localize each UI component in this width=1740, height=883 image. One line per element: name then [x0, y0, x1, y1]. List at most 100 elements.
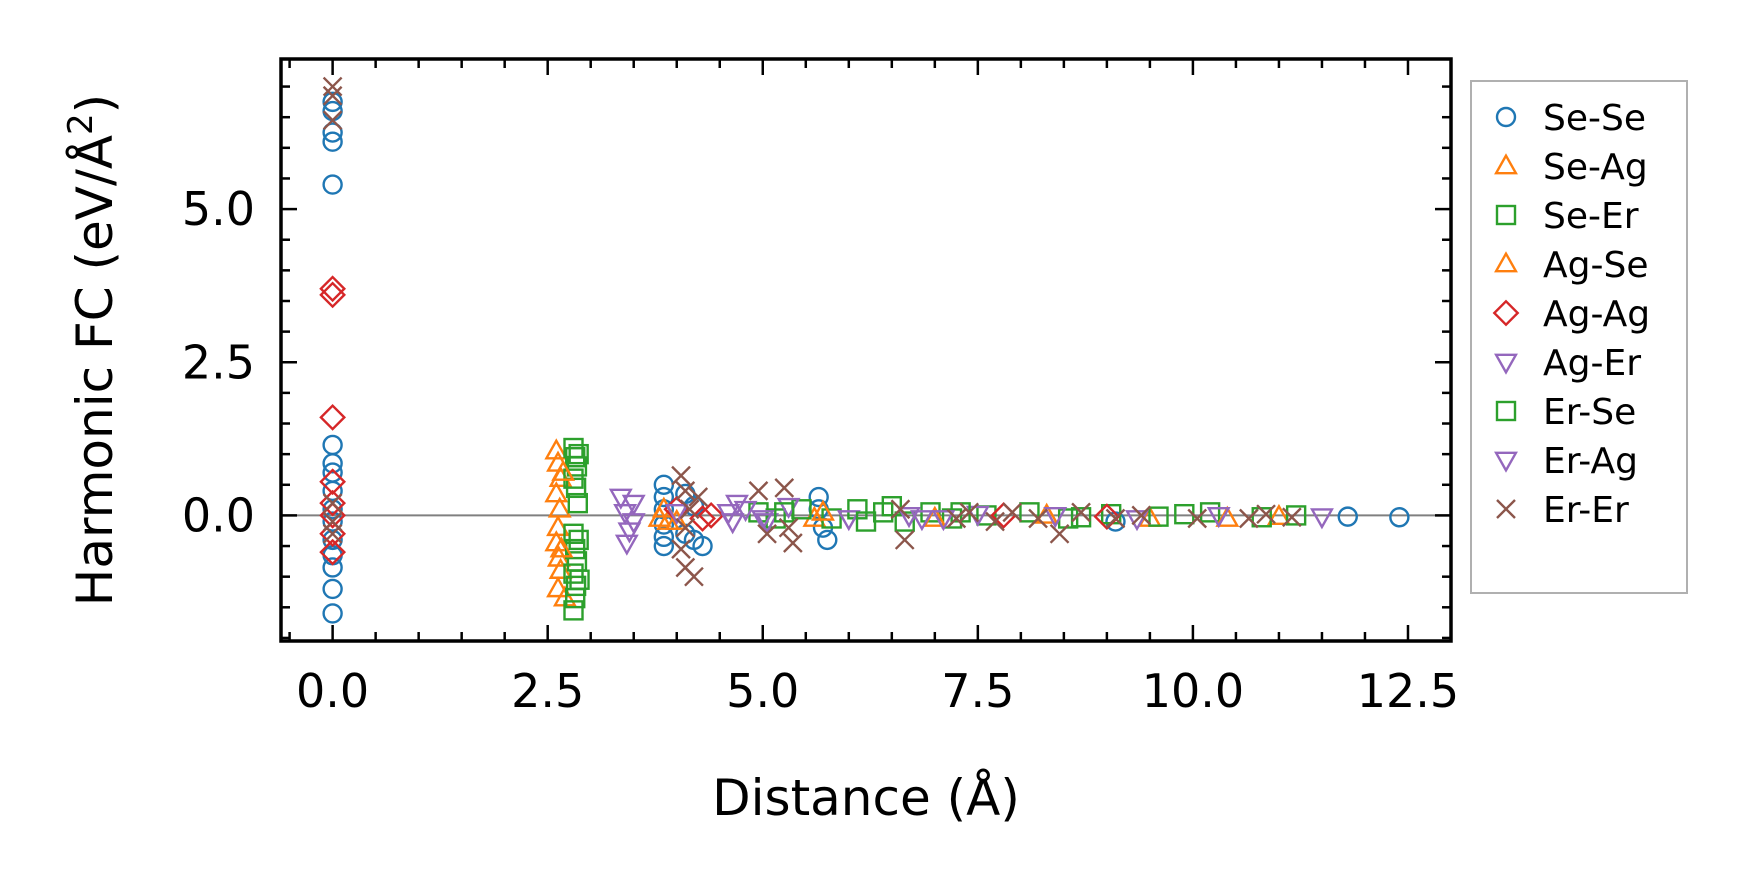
data-point-ag-ag — [319, 489, 347, 517]
data-point-se-er — [1199, 502, 1221, 523]
data-point-er-ag — [897, 507, 921, 529]
data-point-se-er — [1019, 502, 1040, 523]
data-point-se-er — [1148, 506, 1169, 527]
data-point-er-er — [322, 85, 343, 106]
data-point-er-ag — [931, 510, 956, 532]
data-point-er-er — [1282, 507, 1302, 528]
data-point-ag-er — [1043, 507, 1068, 529]
legend-marker-se-er — [1495, 204, 1517, 226]
y-tick-label: 2.5 — [182, 335, 255, 389]
data-point-se-ag — [546, 576, 570, 598]
data-point-er-ag — [1206, 507, 1231, 529]
x-tick-labels: 0.0 2.5 5.0 7.5 10.0 12.5 — [296, 664, 1459, 718]
data-point-er-er — [985, 511, 1005, 532]
data-point-er-er — [959, 502, 980, 523]
data-point-er-er — [1071, 502, 1091, 523]
data-point-ag-ag — [319, 468, 347, 496]
data-point-er-ag — [750, 510, 775, 532]
data-point-se-se — [692, 535, 713, 557]
data-point-se-se — [322, 578, 343, 600]
legend-items: Se-Se Se-Ag Se-Er Ag-Se Ag-Ag Ag-Er Er-Se Er-Ag… — [1492, 98, 1650, 531]
data-point-er-er — [1187, 508, 1208, 529]
x-tick-label: 12.5 — [1357, 664, 1459, 718]
data-point-se-se — [322, 131, 343, 152]
series-er-ag — [621, 494, 1231, 535]
data-point-er-ag — [621, 494, 646, 516]
data-point-er-se — [855, 511, 877, 532]
data-point-er-ag — [621, 513, 646, 535]
x-tick-label: 0.0 — [296, 664, 369, 718]
data-point-ag-ag — [1093, 503, 1121, 531]
data-point-er-er — [684, 566, 704, 587]
x-tick-label: 10.0 — [1142, 664, 1244, 718]
data-point-se-se — [322, 122, 343, 143]
legend-label-se-er: Se-Er — [1543, 196, 1639, 237]
data-point-ag-ag — [319, 275, 347, 303]
data-point-er-er — [946, 508, 967, 529]
data-point-er-er — [675, 517, 696, 538]
legend-label-ag-er: Ag-Er — [1543, 343, 1641, 384]
data-point-se-se — [322, 499, 343, 520]
legend-label-er-ag: Er-Ag — [1543, 441, 1638, 482]
data-point-er-se — [567, 492, 589, 514]
data-point-er-er — [322, 493, 343, 514]
data-point-er-ag — [716, 503, 741, 526]
data-point-er-er — [671, 539, 691, 559]
series-se-er — [563, 437, 1307, 621]
data-point-er-er — [778, 517, 799, 538]
plot-frame — [279, 57, 1453, 643]
data-point-se-er — [1285, 505, 1307, 526]
data-point-er-er — [1049, 523, 1070, 544]
data-point-er-er — [890, 499, 911, 520]
data-point-ag-se — [811, 499, 835, 521]
data-point-er-se — [569, 569, 590, 590]
data-point-er-er — [1238, 508, 1259, 529]
data-point-er-er — [671, 465, 691, 486]
legend-label-ag-se: Ag-Se — [1543, 245, 1648, 286]
data-point-er-se — [568, 443, 589, 465]
y-tick-labels: 0.0 2.5 5.0 — [182, 182, 255, 542]
data-point-er-er — [894, 530, 915, 550]
data-point-er-er — [1131, 505, 1152, 526]
data-point-er-er — [1105, 508, 1126, 529]
y-axis-label-superscript: 2 — [61, 113, 101, 135]
data-point-ag-er — [664, 503, 689, 526]
legend-marker-er-er — [1496, 499, 1516, 519]
data-point-se-er — [566, 456, 588, 477]
x-tick-label: 7.5 — [941, 664, 1014, 718]
data-point-ag-ag — [697, 502, 725, 529]
data-point-ag-ag — [319, 281, 347, 309]
data-point-se-er — [563, 600, 584, 621]
legend-label-er-se: Er-Se — [1543, 392, 1636, 433]
data-point-ag-er — [909, 510, 934, 532]
data-point-se-se — [322, 174, 343, 195]
data-point-er-er — [1256, 504, 1276, 525]
data-point-er-er — [783, 533, 803, 553]
data-point-er-er — [1028, 508, 1048, 529]
data-point-se-se — [322, 557, 343, 578]
legend-marker-ag-er — [1494, 353, 1518, 375]
legend-label-se-se: Se-Se — [1543, 98, 1646, 139]
data-point-se-se — [653, 486, 675, 508]
data-point-se-ag — [544, 481, 569, 503]
legend-label-se-ag: Se-Ag — [1543, 147, 1648, 188]
legend-label-ag-ag: Ag-Ag — [1543, 294, 1650, 335]
legend-marker-se-se — [1495, 106, 1517, 128]
data-point-ag-se — [664, 508, 689, 530]
data-point-ag-er — [733, 500, 758, 523]
data-point-er-er — [322, 110, 343, 131]
data-point-er-er — [679, 499, 700, 520]
data-point-se-se — [322, 529, 343, 551]
data-point-se-er — [563, 563, 584, 584]
legend: Se-Se Se-Ag Se-Er Ag-Se Ag-Ag Ag-Er Er-Se Er-Ag… — [1470, 80, 1688, 594]
data-point-se-se — [808, 486, 829, 508]
legend-marker-se-ag — [1494, 153, 1518, 175]
data-point-er-er — [688, 487, 709, 507]
data-point-er-er — [322, 76, 343, 97]
data-point-er-er — [774, 477, 795, 498]
data-point-ag-se — [549, 536, 574, 558]
data-point-er-se — [774, 502, 795, 523]
x-axis-label: Distance (Å) — [712, 769, 1020, 827]
legend-marker-ag-ag — [1492, 299, 1520, 327]
